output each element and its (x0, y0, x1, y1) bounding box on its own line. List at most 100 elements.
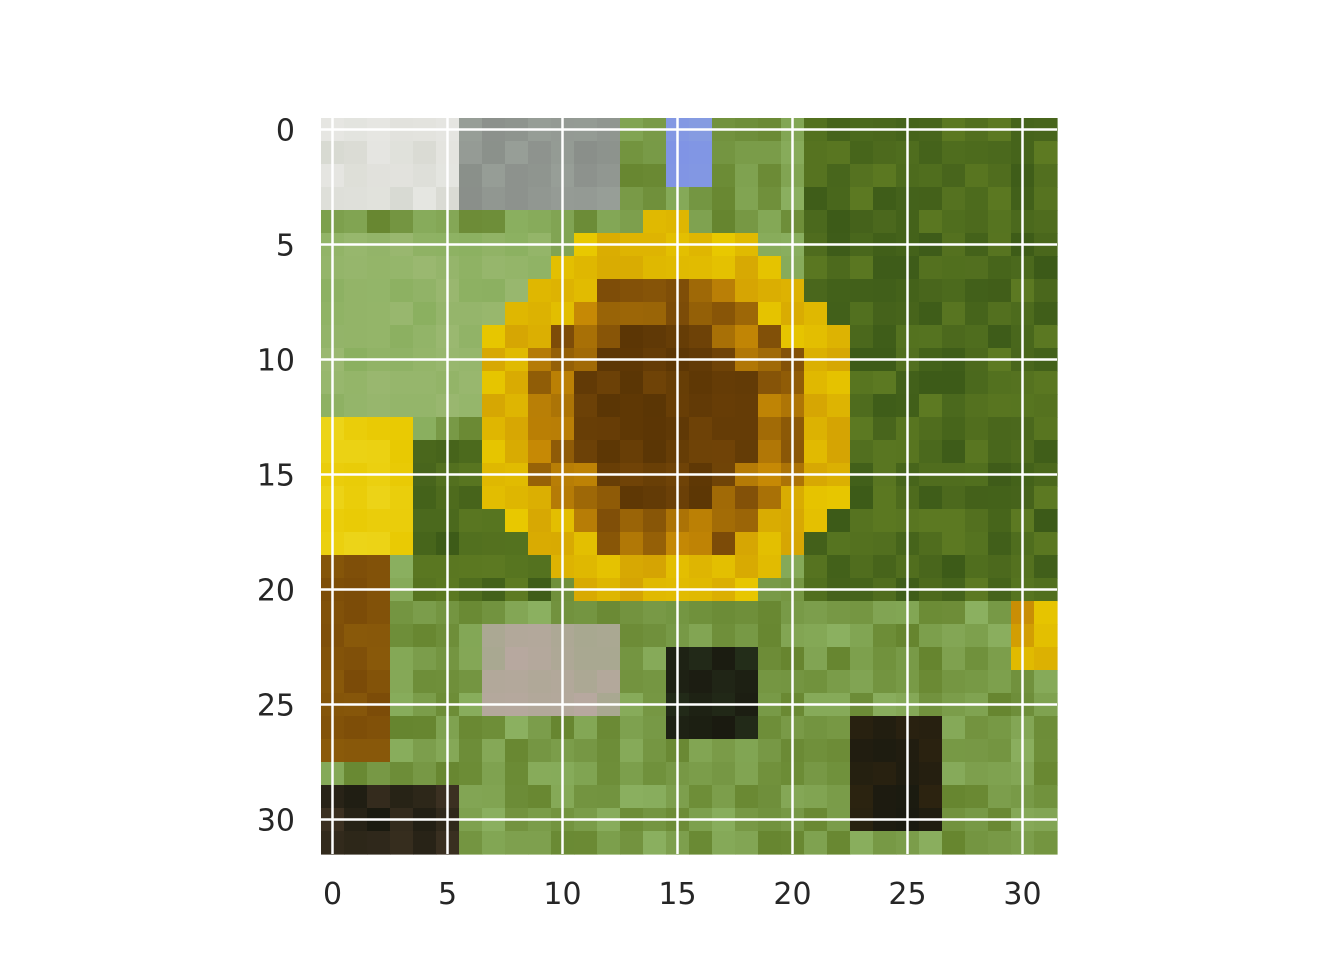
image-pixel (367, 187, 391, 211)
image-pixel (942, 785, 966, 809)
image-pixel (988, 256, 1012, 280)
image-pixel (827, 417, 851, 441)
image-pixel (643, 279, 667, 303)
image-pixel (919, 739, 943, 763)
image-pixel (758, 394, 782, 418)
image-pixel (413, 187, 437, 211)
image-pixel (390, 486, 414, 510)
image-pixel (597, 647, 621, 671)
image-pixel (643, 141, 667, 165)
image-pixel (482, 532, 506, 556)
image-pixel (988, 739, 1012, 763)
image-pixel (597, 187, 621, 211)
image-pixel (505, 164, 529, 188)
image-pixel (965, 325, 989, 349)
image-pixel (689, 187, 713, 211)
image-pixel (643, 187, 667, 211)
y-tick-label: 15 (257, 459, 295, 494)
image-pixel (643, 394, 667, 418)
image-pixel (965, 371, 989, 395)
image-pixel (827, 256, 851, 280)
image-pixel (850, 647, 874, 671)
image-pixel (505, 486, 529, 510)
image-pixel (367, 762, 391, 786)
image-pixel (873, 831, 897, 855)
image-pixel (735, 325, 759, 349)
image-pixel (827, 164, 851, 188)
image-pixel (919, 785, 943, 809)
image-pixel (459, 831, 483, 855)
image-pixel (413, 302, 437, 326)
image-pixel (459, 762, 483, 786)
image-pixel (850, 785, 874, 809)
image-pixel (827, 601, 851, 625)
image-pixel (1034, 601, 1058, 625)
image-pixel (758, 601, 782, 625)
image-pixel (505, 417, 529, 441)
image-pixel (597, 256, 621, 280)
image-pixel (413, 486, 437, 510)
image-pixel (528, 762, 552, 786)
image-pixel (643, 256, 667, 280)
image-pixel (919, 831, 943, 855)
image-pixel (528, 440, 552, 464)
image-pixel (804, 670, 828, 694)
image-pixel (390, 279, 414, 303)
image-pixel (689, 716, 713, 740)
image-pixel (344, 279, 368, 303)
image-pixel (344, 486, 368, 510)
image-pixel (827, 739, 851, 763)
image-pixel (873, 302, 897, 326)
image-pixel (574, 532, 598, 556)
image-pixel (482, 716, 506, 740)
image-pixel (597, 164, 621, 188)
image-pixel (413, 647, 437, 671)
image-pixel (459, 647, 483, 671)
image-pixel (827, 509, 851, 533)
image-pixel (735, 831, 759, 855)
image-pixel (850, 256, 874, 280)
image-pixel (965, 532, 989, 556)
image-pixel (367, 141, 391, 165)
image-pixel (620, 440, 644, 464)
image-pixel (804, 716, 828, 740)
image-pixel (620, 325, 644, 349)
image-pixel (597, 555, 621, 579)
image-pixel (528, 670, 552, 694)
image-pixel (413, 256, 437, 280)
image-pixel (804, 762, 828, 786)
image-pixel (459, 739, 483, 763)
image-pixel (413, 440, 437, 464)
image-pixel (390, 440, 414, 464)
image-pixel (597, 739, 621, 763)
image-pixel (620, 762, 644, 786)
image-pixel (620, 279, 644, 303)
image-pixel (620, 141, 644, 165)
image-pixel (735, 486, 759, 510)
image-pixel (505, 601, 529, 625)
image-pixel (988, 141, 1012, 165)
image-pixel (505, 785, 529, 809)
image-pixel (942, 601, 966, 625)
image-pixel (482, 624, 506, 648)
image-pixel (873, 371, 897, 395)
image-pixel (413, 371, 437, 395)
image-pixel (344, 762, 368, 786)
image-pixel (367, 647, 391, 671)
image-pixel (620, 164, 644, 188)
image-pixel (459, 555, 483, 579)
image-pixel (689, 141, 713, 165)
image-pixel (689, 325, 713, 349)
image-pixel (1034, 509, 1058, 533)
image-pixel (804, 210, 828, 234)
image-pixel (344, 256, 368, 280)
image-pixel (873, 141, 897, 165)
image-pixel (505, 762, 529, 786)
image-pixel (988, 325, 1012, 349)
image-pixel (482, 187, 506, 211)
image-pixel (804, 325, 828, 349)
image-pixel (965, 785, 989, 809)
image-pixel (459, 486, 483, 510)
image-pixel (758, 509, 782, 533)
image-pixel (689, 279, 713, 303)
